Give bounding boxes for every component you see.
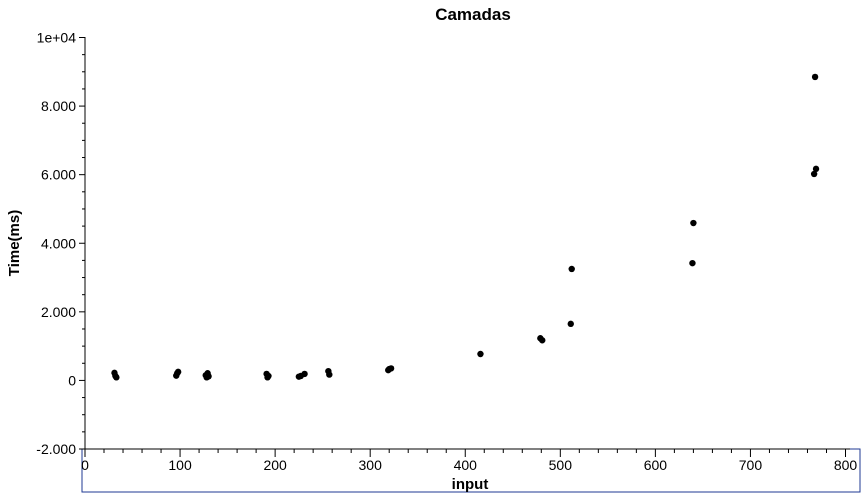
data-point	[689, 259, 696, 267]
data-point	[174, 368, 182, 376]
data-point	[387, 365, 395, 372]
data-points	[111, 73, 820, 381]
data-point	[690, 219, 697, 227]
y-tick-label: 2.000	[41, 304, 76, 320]
y-axis-ticks: -2.000 0 2.000 4.000 6.000 8.000 1e+04	[36, 30, 85, 457]
chart-title: Camadas	[435, 5, 511, 24]
data-point	[205, 373, 212, 380]
x-tick-label: 600	[644, 457, 668, 473]
x-tick-label: 100	[168, 457, 192, 473]
x-axis-title: input	[452, 476, 489, 493]
data-point	[811, 73, 819, 81]
y-tick-label: 1e+04	[37, 30, 77, 46]
x-tick-label: 200	[263, 457, 287, 473]
data-point	[113, 374, 120, 381]
data-point	[568, 265, 575, 273]
x-tick-label: 300	[359, 457, 383, 473]
y-tick-label: 8.000	[41, 98, 76, 114]
x-tick-label: 400	[454, 457, 478, 473]
data-point	[301, 370, 308, 378]
data-point	[477, 350, 484, 358]
data-point	[539, 337, 546, 344]
data-point	[326, 371, 333, 378]
y-tick-label: 4.000	[41, 235, 76, 251]
data-point	[567, 320, 574, 328]
data-point	[812, 165, 820, 173]
data-point	[265, 372, 272, 380]
x-tick-label: 800	[834, 457, 858, 473]
y-tick-label: 0	[68, 372, 76, 388]
y-tick-label: 6.000	[41, 167, 76, 183]
data-point	[810, 170, 818, 178]
x-tick-label: 0	[81, 457, 89, 473]
x-tick-label: 700	[739, 457, 763, 473]
x-axis-ticks: 0 100 200 300 400 500 600 700 800	[81, 449, 857, 473]
y-axis-title: Time(ms)	[6, 210, 23, 276]
y-tick-label: -2.000	[36, 441, 76, 457]
x-tick-label: 500	[549, 457, 573, 473]
